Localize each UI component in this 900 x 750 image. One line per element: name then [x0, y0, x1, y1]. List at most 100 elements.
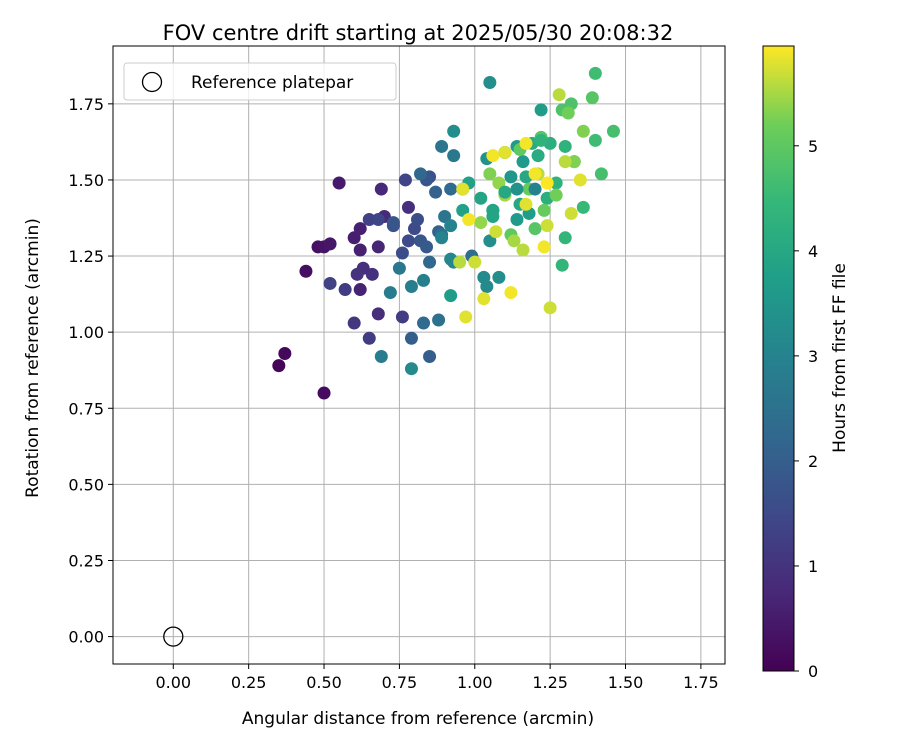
- data-point: [299, 264, 313, 278]
- x-tick-label: 1.50: [608, 673, 644, 692]
- axes: 0.00 0.25 0.50 0.75 1.00 1.25 1.50 1.75 0.00 0.25…: [68, 45, 726, 692]
- data-point: [392, 261, 406, 275]
- data-point: [347, 231, 361, 245]
- data-points: [163, 66, 620, 647]
- data-point: [594, 167, 608, 181]
- data-point: [456, 182, 470, 196]
- data-point: [516, 243, 530, 257]
- data-point: [272, 359, 286, 373]
- colorbar-label: Hours from first FF file: [830, 263, 850, 453]
- data-point: [371, 240, 385, 254]
- data-point: [429, 185, 443, 199]
- data-point: [483, 167, 497, 181]
- data-point: [414, 167, 428, 181]
- data-point: [537, 240, 551, 254]
- colorbar-tick-label: 0: [808, 662, 818, 681]
- data-point: [404, 280, 418, 294]
- data-point: [459, 310, 473, 324]
- colorbar-tick-label: 4: [808, 242, 818, 261]
- data-point: [540, 176, 554, 190]
- data-point: [417, 273, 431, 287]
- y-tick-label: 1.00: [68, 323, 104, 342]
- data-point: [398, 173, 412, 187]
- colorbar-tick-label: 2: [808, 452, 818, 471]
- data-point: [519, 136, 533, 150]
- data-point: [534, 103, 548, 117]
- x-tick-label: 1.25: [532, 673, 568, 692]
- data-point: [498, 185, 512, 199]
- legend-marker: [141, 71, 163, 93]
- data-point: [474, 216, 488, 230]
- colorbar-gradient: [762, 45, 795, 672]
- data-point: [386, 216, 400, 230]
- data-point: [395, 246, 409, 260]
- data-point: [374, 350, 388, 364]
- data-point: [323, 237, 337, 251]
- data-point: [374, 182, 388, 196]
- y-axis-label: Rotation from reference (arcmin): [23, 218, 43, 498]
- data-point: [564, 206, 578, 220]
- data-point: [353, 243, 367, 257]
- data-point: [492, 270, 506, 284]
- y-tick-label: 1.75: [68, 95, 104, 114]
- colorbar-tick-label: 1: [808, 557, 818, 576]
- data-point: [504, 170, 518, 184]
- data-point: [507, 234, 521, 248]
- data-point: [347, 316, 361, 330]
- data-point: [576, 124, 590, 138]
- data-point: [395, 310, 409, 324]
- data-point: [528, 182, 542, 196]
- data-point: [438, 209, 452, 223]
- data-point: [401, 200, 415, 214]
- data-point: [410, 213, 424, 227]
- chart-title: FOV centre drift starting at 2025/05/30 …: [163, 21, 674, 45]
- data-point: [498, 146, 512, 160]
- data-point: [435, 139, 449, 153]
- data-point: [423, 350, 437, 364]
- data-point: [588, 66, 602, 80]
- data-point: [516, 155, 530, 169]
- data-point: [362, 213, 376, 227]
- data-point: [549, 176, 563, 190]
- data-point: [371, 213, 385, 227]
- data-point: [510, 213, 524, 227]
- data-point: [278, 346, 292, 360]
- data-point: [350, 267, 364, 281]
- data-point: [510, 182, 524, 196]
- data-point: [401, 234, 415, 248]
- data-point: [534, 133, 548, 147]
- data-point: [588, 133, 602, 147]
- data-point: [404, 331, 418, 345]
- data-point: [444, 289, 458, 303]
- x-tick-label: 0.25: [231, 673, 267, 692]
- data-point: [447, 124, 461, 138]
- data-point: [486, 203, 500, 217]
- data-point: [528, 222, 542, 236]
- data-point: [486, 149, 500, 163]
- data-point: [567, 155, 581, 169]
- data-point: [483, 234, 497, 248]
- data-point: [558, 155, 572, 169]
- data-point: [444, 182, 458, 196]
- data-point: [453, 255, 467, 269]
- x-tick-label: 0.75: [382, 673, 418, 692]
- x-tick-label: 1.75: [683, 673, 719, 692]
- data-point: [404, 362, 418, 376]
- x-tick-label: 1.00: [457, 673, 493, 692]
- data-point: [573, 173, 587, 187]
- data-point: [483, 76, 497, 90]
- data-point: [540, 219, 554, 233]
- data-point: [462, 213, 476, 227]
- data-point: [561, 106, 575, 120]
- data-point: [435, 231, 449, 245]
- data-point: [585, 91, 599, 105]
- data-point: [468, 255, 482, 269]
- data-point: [543, 301, 557, 315]
- plot-frame: [112, 45, 726, 665]
- data-point: [492, 176, 506, 190]
- data-point: [317, 386, 331, 400]
- data-point: [456, 203, 470, 217]
- data-point: [537, 203, 551, 217]
- colorbar: 0 1 2 3 4 5 Hours from first FF file: [762, 45, 850, 681]
